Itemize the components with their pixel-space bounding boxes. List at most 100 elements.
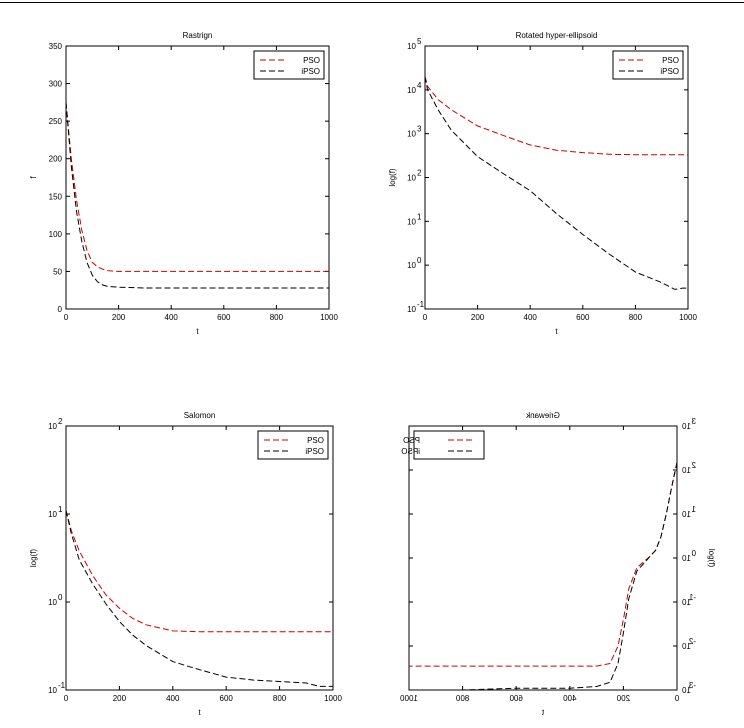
legend-label: iPSO [305, 447, 324, 456]
x-axis-label: t [555, 327, 558, 336]
legend: PSO iPSO [253, 50, 325, 80]
legend-label: iPSO [660, 67, 679, 76]
y-axis-label: log(f) [707, 549, 716, 568]
legend: PSO iPSO [401, 430, 485, 460]
y-tick-exponent: 1 [417, 212, 422, 221]
x-tick-label: 600 [220, 694, 234, 703]
y-tick-exponent: 0 [417, 256, 422, 265]
y-tick-label: 10 [407, 130, 416, 139]
y-tick-label: 200 [49, 155, 63, 164]
plot-frame [408, 425, 678, 691]
x-tick-label: 0 [64, 313, 69, 322]
legend-label: PSO [403, 436, 420, 445]
y-tick-label: 300 [49, 80, 63, 89]
x-tick-label: 1000 [324, 694, 342, 703]
chart-title: Rastrign [183, 31, 213, 40]
series-line-ipso [65, 510, 333, 687]
legend-box [413, 430, 485, 460]
y-tick-label: 50 [53, 267, 62, 276]
y-tick-exponent: 0 [58, 593, 63, 602]
y-tick-exponent: 3 [417, 125, 422, 134]
legend-label: PSO [303, 56, 320, 65]
y-tick-label: 150 [49, 192, 63, 201]
y-tick-label: 10 [48, 686, 57, 695]
legend-box [612, 50, 684, 80]
x-tick-label: 800 [455, 694, 469, 703]
y-tick-label: 10 [682, 510, 691, 519]
top-rule [0, 2, 744, 3]
chart-0: Rastrign 0 200 400 600 800 1000 0 50 100 150 200 250… [29, 31, 338, 336]
x-tick-label: 800 [629, 313, 643, 322]
x-tick-label: 400 [165, 313, 179, 322]
x-tick-label: 0 [64, 694, 69, 703]
x-tick-label: 400 [563, 694, 577, 703]
y-tick-exponent: -1 [58, 681, 66, 690]
chart-title: Rotated hyper-ellipsoid [516, 31, 598, 40]
y-tick-exponent: -3 [688, 681, 696, 690]
y-tick-label: 10 [407, 261, 416, 270]
y-tick-exponent: 2 [691, 461, 696, 470]
legend-box [253, 50, 325, 80]
y-tick-label: 350 [49, 42, 63, 51]
chart-title: Salomon [184, 411, 216, 420]
x-tick-label: 200 [471, 313, 485, 322]
legend: PSO iPSO [257, 430, 329, 460]
legend: PSO iPSO [612, 50, 684, 80]
x-tick-label: 400 [524, 313, 538, 322]
y-tick-label: 10 [682, 422, 691, 431]
y-tick-label: 10 [407, 305, 416, 314]
x-tick-label: 200 [113, 694, 127, 703]
x-tick-label: 1000 [400, 694, 418, 703]
y-tick-label: 10 [48, 598, 57, 607]
y-tick-label: 250 [49, 117, 63, 126]
x-tick-label: 600 [576, 313, 590, 322]
x-axis-label: t [541, 708, 544, 717]
series-line-ipso [424, 76, 688, 290]
series-line-ipso [65, 102, 329, 289]
series-line-pso [65, 510, 333, 633]
y-axis-label: log(f) [29, 549, 38, 568]
y-tick-exponent: -1 [417, 300, 425, 309]
y-axis-label: f [29, 176, 38, 179]
y-tick-label: 100 [49, 230, 63, 239]
x-tick-label: 0 [423, 313, 428, 322]
x-tick-label: 400 [166, 694, 180, 703]
x-tick-label: 800 [273, 694, 287, 703]
x-tick-label: 0 [674, 694, 679, 703]
y-tick-label: 10 [682, 642, 691, 651]
plot-frame [65, 45, 330, 310]
y-tick-label: 10 [48, 510, 57, 519]
y-tick-label: 10 [682, 554, 691, 563]
series-line-ipso [409, 462, 678, 691]
series-line-pso [424, 76, 688, 156]
y-tick-label: 10 [407, 174, 416, 183]
plot-frame [65, 425, 334, 691]
legend-box [257, 430, 329, 460]
legend-label: iPSO [301, 67, 320, 76]
y-tick-exponent: -2 [688, 637, 696, 646]
series-line-pso [65, 102, 329, 272]
y-axis-label: log(f) [388, 168, 397, 187]
y-tick-label: 10 [407, 42, 416, 51]
x-tick-label: 600 [509, 694, 523, 703]
y-tick-label: 10 [682, 598, 691, 607]
x-tick-label: 800 [270, 313, 284, 322]
y-tick-exponent: 2 [417, 169, 422, 178]
x-tick-label: 200 [112, 313, 126, 322]
x-axis-label: t [196, 327, 199, 336]
series-line-pso [409, 462, 678, 667]
y-tick-exponent: 1 [58, 505, 63, 514]
y-tick-exponent: -1 [688, 593, 696, 602]
y-tick-label: 10 [407, 217, 416, 226]
y-tick-label: 10 [682, 466, 691, 475]
chart-title: Griewank [525, 411, 560, 420]
legend-label: PSO [307, 436, 324, 445]
y-tick-exponent: 5 [417, 37, 422, 46]
x-tick-label: 1000 [320, 313, 338, 322]
legend-label: iPSO [401, 447, 420, 456]
y-tick-exponent: 0 [691, 549, 696, 558]
x-tick-label: 1000 [679, 313, 697, 322]
y-tick-exponent: 4 [417, 81, 422, 90]
